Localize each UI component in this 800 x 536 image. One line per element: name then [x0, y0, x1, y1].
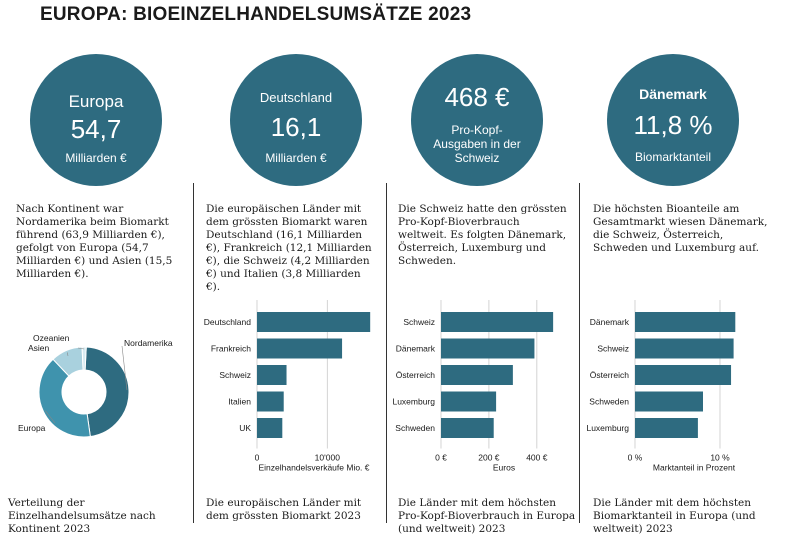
category-label: Schweiz [219, 370, 251, 380]
stat-circle-europa: Europa 54,7 Milliarden € [30, 54, 162, 186]
column-divider [579, 183, 580, 523]
bar [441, 418, 494, 438]
caption-4: Die Länder mit dem höchsten Biomarktante… [593, 497, 756, 535]
bar [635, 391, 703, 412]
donut-slice-europa [38, 358, 91, 438]
category-label: Österreich [396, 370, 435, 380]
stat-circle-daenemark: Dänemark 11,8 % Biomarktanteil [607, 54, 739, 186]
stat-circle-deutschland: Deutschland 16,1 Milliarden € [230, 54, 362, 186]
stat-value: 16,1 [270, 112, 322, 142]
category-label: Luxemburg [392, 397, 435, 407]
column-divider [386, 183, 387, 523]
bar [441, 338, 535, 359]
stat-circle-schweiz: 468 € Pro-Kopf- Ausgaben in der Schweiz [411, 54, 543, 186]
bar [441, 312, 554, 332]
donut-slice-ozeanien [81, 346, 87, 371]
x-axis-label: Einzelhandelsverkäufe Mio. € [258, 463, 369, 473]
bar [635, 338, 734, 359]
donut-label-asien: Asien [28, 343, 50, 353]
stat-unit: Biomarktanteil [634, 150, 712, 164]
stat-value: 54,7 [70, 114, 122, 144]
donut-leader-line [77, 347, 85, 350]
category-label: UK [239, 423, 251, 433]
category-label: Schweden [395, 423, 435, 433]
donut-label-europa: Europa [18, 423, 46, 433]
category-label: Dänemark [396, 344, 436, 354]
bar [257, 365, 287, 385]
x-tick-label: 400 € [526, 453, 548, 463]
bar-chart-per-capita: 0 € 200 € 400 € Schweiz Dänemark Österreich Lu… [392, 300, 554, 473]
bar [257, 391, 284, 412]
bar [441, 391, 497, 412]
stat-value: 468 € [444, 82, 510, 112]
donut-leader-line [66, 352, 69, 357]
donut-leader-line [121, 345, 128, 391]
bar [257, 312, 371, 332]
page-title: EUROPA: BIOEINZELHANDELSUMSÄTZE 2023 [40, 4, 472, 25]
caption-3: Die Länder mit dem höchsten Pro-Kopf-Bio… [398, 497, 576, 535]
stat-label: Deutschland [259, 90, 333, 105]
stat-label: Dänemark [639, 86, 707, 102]
stat-label: Ausgaben in der [433, 137, 521, 151]
x-tick-label: 0 € [435, 453, 447, 463]
stat-label: Schweiz [454, 151, 500, 165]
stat-unit: Milliarden € [65, 151, 127, 165]
x-tick-label: 10 % [710, 453, 730, 463]
bar-chart-countries: 0 10'000 Deutschland Frankreich Schweiz Itali… [204, 300, 371, 473]
caption-2: Die europäischen Länder mit dem grössten… [206, 497, 362, 522]
donut-label-ozeanien: Ozeanien [33, 333, 70, 343]
category-label: Dänemark [590, 317, 630, 327]
category-label: Schweiz [403, 317, 435, 327]
category-label: Schweden [589, 397, 629, 407]
x-tick-label: 0 % [628, 453, 643, 463]
x-axis-label: Euros [493, 463, 515, 473]
stat-label: Europa [68, 92, 124, 111]
x-tick-label: 200 € [478, 453, 500, 463]
category-label: Frankreich [211, 344, 251, 354]
stat-label: Pro-Kopf- [451, 123, 503, 137]
description-3: Die Schweiz hatte den grössten Pro-Kopf-… [398, 203, 567, 267]
bar [635, 312, 736, 332]
donut-slice-nordamerika [84, 346, 130, 438]
bar [257, 418, 283, 438]
x-axis-label: Marktanteil in Prozent [653, 463, 736, 473]
category-label: Deutschland [204, 317, 252, 327]
bar [635, 365, 732, 385]
caption-1: Verteilung der Einzelhandelsumsätze nach… [8, 497, 156, 535]
x-tick-label: 0 [255, 453, 260, 463]
x-tick-label: 10'000 [315, 453, 341, 463]
description-4: Die höchsten Bioanteile am Gesamtmarkt w… [593, 203, 768, 254]
bar [441, 365, 513, 385]
category-label: Schweiz [597, 344, 629, 354]
donut-leader-line [45, 410, 56, 424]
description-1: Nach Kontinent war Nordamerika beim Biom… [16, 203, 173, 280]
donut-label-nordamerika: Nordamerika [124, 338, 173, 348]
bar [635, 418, 698, 438]
description-2: Die europäischen Länder mit dem grössten… [206, 203, 372, 293]
category-label: Italien [228, 397, 251, 407]
category-label: Luxemburg [586, 423, 629, 433]
stat-value: 11,8 % [633, 110, 713, 140]
column-divider [193, 183, 194, 523]
category-label: Österreich [590, 370, 629, 380]
bar [257, 338, 343, 359]
bar-chart-market-share: 0 % 10 % Dänemark Schweiz Österreich Schweden… [586, 300, 736, 473]
stat-unit: Milliarden € [265, 151, 327, 165]
